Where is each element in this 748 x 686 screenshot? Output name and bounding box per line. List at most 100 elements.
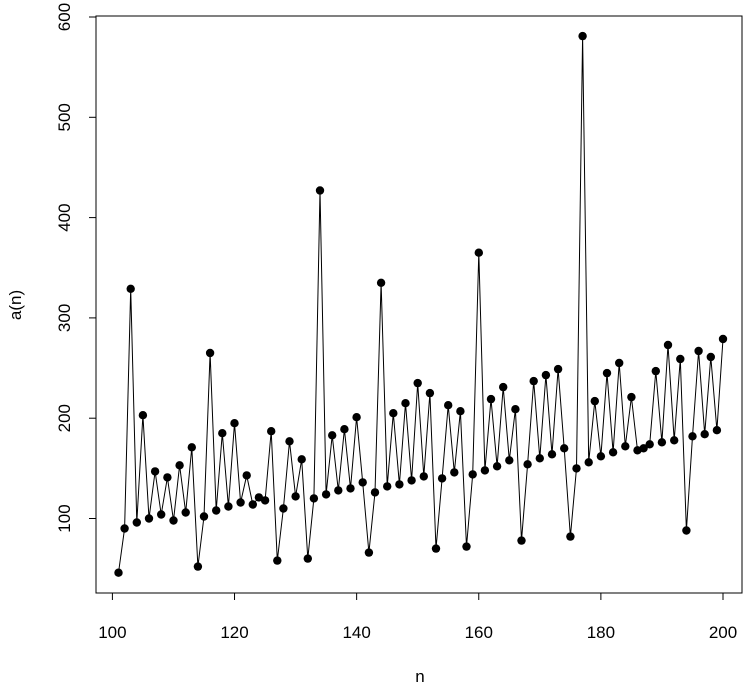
y-tick-label: 200 xyxy=(55,404,74,432)
data-point xyxy=(346,484,355,493)
data-point xyxy=(547,450,557,459)
data-point xyxy=(688,432,697,441)
data-point xyxy=(627,392,636,402)
data-point xyxy=(694,346,703,356)
data-point xyxy=(132,518,141,527)
data-point xyxy=(114,568,123,577)
plot-frame xyxy=(95,15,743,594)
data-point xyxy=(663,340,673,350)
data-point xyxy=(651,366,660,376)
data-point xyxy=(712,426,722,435)
data-point xyxy=(511,405,520,414)
data-point xyxy=(615,358,624,368)
data-point xyxy=(321,490,331,499)
data-point xyxy=(499,382,508,392)
x-tick-label: 180 xyxy=(587,623,615,642)
y-axis: 100 200 300 400 500 600 xyxy=(55,3,96,533)
x-tick-label: 140 xyxy=(342,623,370,642)
data-point xyxy=(334,486,343,495)
data-point xyxy=(193,562,203,571)
data-point xyxy=(212,506,221,515)
data-point xyxy=(224,502,233,511)
data-point xyxy=(584,458,593,467)
data-point xyxy=(364,548,374,557)
data-point xyxy=(480,466,490,475)
data-point xyxy=(138,411,148,420)
x-tick-label: 200 xyxy=(709,623,737,642)
data-point xyxy=(553,364,563,374)
data-point xyxy=(505,456,514,465)
data-point xyxy=(419,472,428,481)
data-point xyxy=(639,444,648,453)
data-point xyxy=(676,354,685,364)
y-tick-label: 400 xyxy=(55,203,74,231)
data-point xyxy=(267,427,276,436)
x-tick-label: 160 xyxy=(465,623,493,642)
data-points xyxy=(114,31,728,577)
data-point xyxy=(517,536,526,545)
data-point xyxy=(383,482,392,491)
data-point xyxy=(645,440,654,449)
data-point xyxy=(297,455,306,464)
data-point xyxy=(169,516,178,525)
data-point xyxy=(285,437,294,446)
data-point xyxy=(590,396,599,406)
data-point xyxy=(163,473,172,482)
data-point xyxy=(358,478,367,487)
data-point xyxy=(596,452,606,461)
x-tick-label: 100 xyxy=(98,623,126,642)
data-point xyxy=(401,399,410,408)
data-point xyxy=(413,378,422,388)
data-point xyxy=(157,510,166,519)
data-point xyxy=(670,436,679,445)
x-axis: 100 120 140 160 180 200 xyxy=(98,593,737,642)
data-point xyxy=(657,438,667,447)
data-point xyxy=(474,248,483,257)
data-point xyxy=(407,476,416,485)
data-point xyxy=(523,460,532,469)
x-axis-title: n xyxy=(415,667,424,686)
series-line xyxy=(118,36,724,573)
data-point xyxy=(492,462,502,471)
y-tick-label: 500 xyxy=(55,103,74,131)
data-point xyxy=(150,467,160,476)
data-point xyxy=(529,376,538,386)
data-point xyxy=(144,514,154,523)
data-point xyxy=(279,504,288,513)
data-point xyxy=(700,430,709,439)
data-point xyxy=(608,448,618,457)
data-point xyxy=(187,443,196,452)
data-point xyxy=(370,488,380,497)
data-point xyxy=(444,401,453,410)
data-point xyxy=(566,532,575,541)
y-tick-label: 600 xyxy=(55,3,74,31)
data-point xyxy=(126,284,135,293)
data-point xyxy=(303,554,312,563)
data-point xyxy=(535,454,544,463)
data-point xyxy=(376,278,386,287)
data-point xyxy=(352,413,361,422)
data-point xyxy=(706,352,715,362)
data-point xyxy=(541,370,551,380)
data-point xyxy=(175,461,184,470)
data-point xyxy=(309,494,319,503)
data-point xyxy=(230,419,239,428)
data-point xyxy=(437,474,447,483)
data-point xyxy=(572,464,581,473)
data-point xyxy=(236,498,245,507)
data-point xyxy=(468,470,477,479)
y-tick-label: 300 xyxy=(55,304,74,332)
data-point xyxy=(431,544,441,553)
data-point xyxy=(218,429,227,438)
data-point xyxy=(560,444,569,453)
data-point xyxy=(718,334,728,344)
data-point xyxy=(340,425,349,434)
data-point xyxy=(456,407,465,416)
x-tick-label: 120 xyxy=(220,623,248,642)
data-point xyxy=(260,496,270,505)
data-point xyxy=(315,186,325,195)
data-point xyxy=(291,492,300,501)
data-point xyxy=(242,471,251,480)
data-point xyxy=(273,556,282,565)
